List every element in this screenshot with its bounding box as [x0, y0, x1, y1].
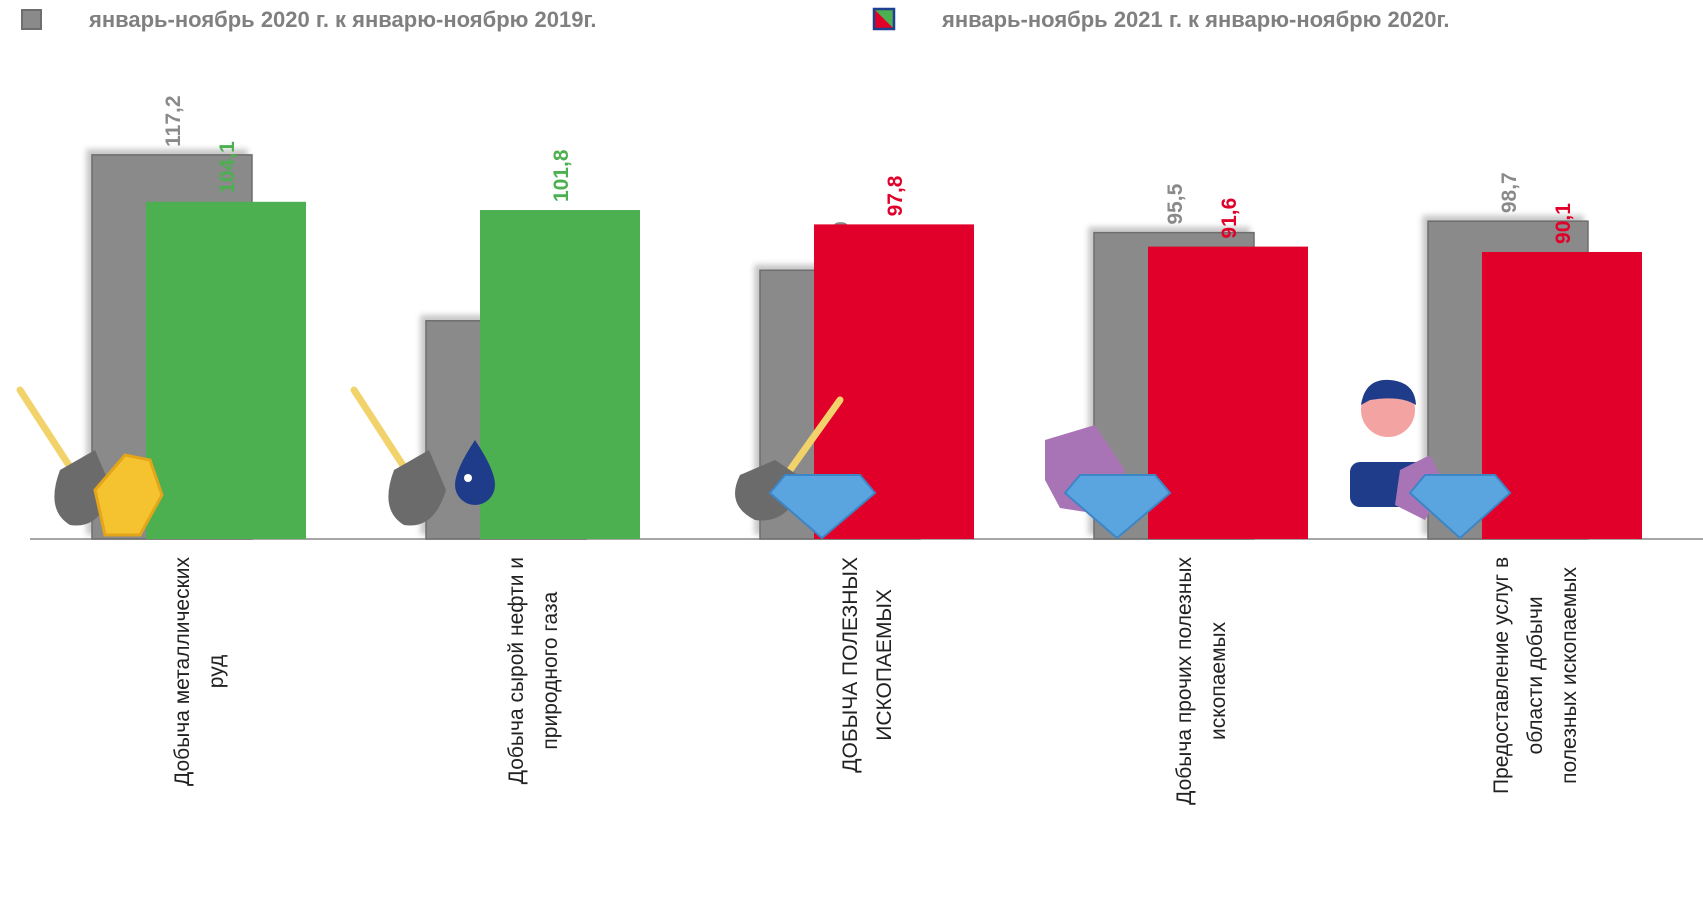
x-tick-label: Добыча прочих полезных ископаемых — [1173, 557, 1230, 805]
value-label: 104,1 — [216, 141, 239, 194]
value-label: 95,5 — [1164, 183, 1187, 224]
bar — [1148, 246, 1308, 539]
value-label: 91,6 — [1218, 198, 1241, 239]
legend-label: январь-ноябрь 2021 г. к январю-ноябрю 20… — [941, 7, 1450, 32]
legend-label: январь-ноябрь 2020 г. к январю-ноябрю 20… — [88, 7, 597, 32]
value-label: 90,1 — [1552, 203, 1575, 244]
x-tick-label: ДОБЫЧА ПОЛЕЗНЫХ ИСКОПАЕМЫХ — [839, 557, 896, 773]
icons — [16, 379, 1512, 540]
x-tick-label: Предоставление услуг в области добычи поле… — [1490, 557, 1581, 794]
x-tick-label: Добыча металлических руд — [171, 557, 228, 786]
bar — [480, 210, 640, 540]
value-label: 101,8 — [550, 149, 573, 202]
value-label: 97,8 — [884, 175, 907, 216]
value-label: 117,2 — [162, 95, 185, 146]
legend-swatch — [872, 7, 896, 31]
legend-swatch — [21, 9, 42, 30]
bar — [146, 201, 306, 539]
value-label: 98,7 — [1498, 172, 1521, 213]
x-tick-label: Добыча сырой нефти и природного газа — [505, 557, 562, 784]
